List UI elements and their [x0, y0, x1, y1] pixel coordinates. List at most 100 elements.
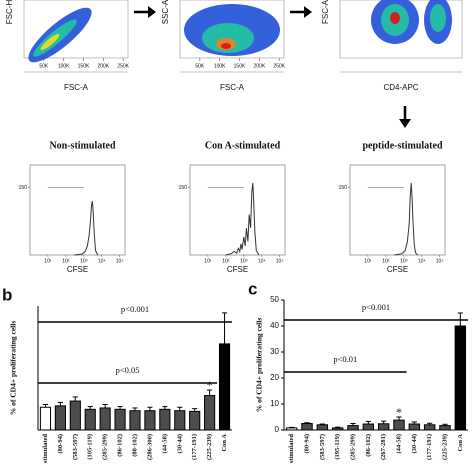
x-tick-label: 10¹ [364, 258, 372, 264]
x-tick-label: (44-58) [161, 434, 168, 454]
density-cloud [40, 33, 60, 51]
y-tick-label: 50 [270, 295, 279, 304]
x-tick-label: Con A [221, 434, 228, 452]
x-tick-label: 10³ [400, 258, 408, 264]
x-tick-label: stimulated [288, 434, 295, 464]
panel-title: Con A-stimulated [205, 140, 281, 151]
bar [362, 423, 375, 431]
histogram-panel: peptide-stimulated 150 10¹ 10² 10³ 10⁴ 10⁵ CFSE [339, 140, 446, 274]
x-axis-label: CFSE [387, 265, 408, 274]
y-tick-label: 30 [270, 347, 279, 356]
x-tick-label: 10⁴ [418, 258, 426, 264]
y-tick-label: 10 [270, 399, 279, 408]
bar [423, 424, 436, 431]
x-tick-label: (80-94) [303, 434, 310, 454]
x-axis-label: CD4-APC [383, 83, 418, 92]
bar [129, 410, 141, 431]
x-tick-label: stimulated [42, 434, 49, 464]
x-tick-label: 10⁴ [258, 258, 266, 264]
x-tick-label: 50K [39, 63, 49, 69]
bar [54, 405, 66, 431]
y-tick-label: 40 [270, 321, 279, 330]
x-tick-label: 250K [273, 63, 285, 69]
x-axis-label: FSC-A [64, 83, 89, 92]
arrows [134, 6, 411, 128]
bar [114, 408, 126, 431]
x-tick-label: (86-102) [365, 434, 372, 457]
x-tick-label: 10⁵ [436, 258, 444, 264]
density-cloud [202, 23, 254, 53]
bar [454, 325, 467, 431]
bar [393, 419, 405, 431]
x-tick-label: 10² [382, 258, 390, 264]
panel-title: peptide-stimulated [363, 140, 443, 151]
x-tick-label: (225-239) [206, 434, 213, 460]
bar [377, 423, 390, 431]
x-tick-label: (286-300) [146, 434, 153, 460]
x-tick-label: 10³ [80, 258, 88, 264]
x-tick-label: (88-102) [131, 434, 138, 457]
x-tick-label: 150K [234, 63, 246, 69]
x-tick-label: (195-119) [334, 434, 341, 460]
x-tick-label: (267-281) [380, 434, 387, 460]
x-tick-label: (30-44) [176, 434, 183, 454]
x-axis-label: CFSE [227, 265, 248, 274]
y-tick-label: 150 [19, 185, 28, 191]
x-tick-label: (177-191) [191, 434, 198, 460]
x-tick-label: 250K [117, 63, 129, 69]
x-tick-label: (30-44) [411, 434, 418, 454]
panel-title: Non-stimulated [49, 140, 116, 151]
density-panel: CD4-APC FSC-A [321, 0, 463, 92]
y-axis-label: FSC-A [321, 0, 330, 24]
y-tick-label: 20 [270, 373, 279, 382]
histogram-line [394, 182, 419, 256]
density-cloud [221, 43, 231, 49]
significance-star: * [207, 378, 213, 392]
x-tick-label: 10⁵ [116, 258, 124, 264]
x-tick-label: 200K [254, 63, 266, 69]
bar [84, 408, 96, 431]
y-tick-label: 150 [179, 185, 188, 191]
x-tick-label: 100K [58, 63, 70, 69]
x-tick-label: (583-597) [319, 434, 326, 460]
x-tick-label: (105-119) [87, 434, 94, 460]
density-cloud [430, 4, 446, 32]
y-tick-label: 0 [275, 425, 280, 434]
bar [174, 410, 186, 431]
x-tick-label: 10² [222, 258, 230, 264]
bar [189, 410, 201, 431]
x-tick-label: Con A [457, 434, 464, 452]
bar [285, 427, 298, 431]
bar [301, 423, 313, 431]
p-value: p<0.001 [121, 304, 149, 314]
bar [408, 423, 421, 431]
x-tick-label: 10¹ [204, 258, 212, 264]
bar [204, 395, 216, 431]
arrow-head [304, 6, 312, 18]
arrow-head [399, 119, 411, 128]
x-tick-label: 10⁵ [276, 258, 284, 264]
bar-panel: b % of CD4+ proliferating cells stimulated… [2, 285, 232, 463]
x-tick-label: 10³ [240, 258, 248, 264]
x-tick-label: (583-597) [72, 434, 79, 460]
p-value: p<0.01 [333, 354, 357, 364]
plot-frame [29, 164, 126, 256]
density-panel: 50K 100K 150K 200K 250K FSC-A FSC-H [5, 0, 130, 92]
x-tick-label: (285-299) [102, 434, 109, 460]
y-axis-label: % of CD4+ proliferating cells [9, 321, 18, 416]
bar [218, 343, 231, 431]
y-axis-label: FSC-H [5, 0, 14, 24]
significance-star: * [396, 405, 402, 419]
bar [439, 425, 451, 431]
density-cloud [390, 12, 400, 24]
x-tick-label: 100K [214, 63, 226, 69]
bar [144, 410, 156, 431]
plot-frame [349, 164, 446, 256]
histogram-panel: Con A-stimulated 150 10¹ 10² 10³ 10⁴ 10⁵ CFSE [179, 140, 286, 274]
bar [316, 424, 329, 431]
bar [69, 400, 81, 431]
x-tick-label: 10¹ [44, 258, 52, 264]
density-panel: 50K 100K 150K 200K 250K FSC-A SSC-A [161, 0, 286, 92]
plot-frame [189, 164, 286, 256]
bar [39, 406, 52, 431]
